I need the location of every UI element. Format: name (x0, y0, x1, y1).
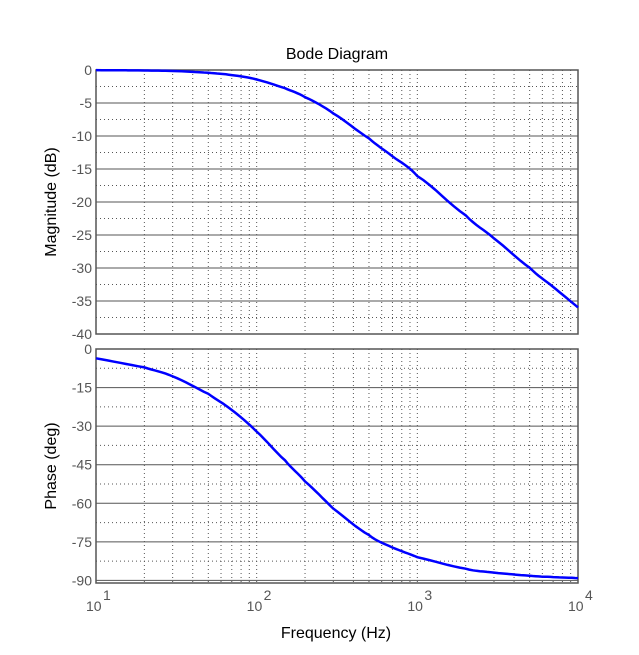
phase-y-label: Phase (deg) (43, 422, 60, 509)
y-tick-label: -60 (72, 495, 92, 511)
y-tick-label: 0 (84, 62, 92, 78)
x-tick-label: 10 (86, 598, 102, 614)
x-tick-label: 10 (247, 598, 263, 614)
x-tick-label: 10 (568, 598, 584, 614)
plot-frame (95, 69, 579, 335)
y-tick-label: -15 (72, 161, 92, 177)
y-tick-label: -90 (72, 572, 92, 588)
x-tick-exponent: 2 (264, 587, 272, 603)
x-tick-exponent: 1 (103, 587, 111, 603)
y-tick-label: -75 (72, 534, 92, 550)
y-tick-label: -30 (72, 418, 92, 434)
y-tick-label: -5 (80, 95, 93, 111)
plot-frame (95, 348, 579, 584)
y-tick-label: -25 (72, 227, 92, 243)
x-axis-label: Frequency (Hz) (281, 625, 391, 642)
x-tick-exponent: 3 (424, 587, 432, 603)
x-tick-label: 10 (407, 598, 423, 614)
magnitude-panel: 0 -5 -10 -15 -20 -25 -30 -35 -40 (72, 62, 579, 342)
chart-title: Bode Diagram (286, 46, 388, 63)
y-tick-label: -30 (72, 260, 92, 276)
y-tick-label: -15 (72, 380, 92, 396)
phase-panel: 0 -15 -30 -45 -60 -75 -90 (72, 341, 579, 588)
y-tick-label: 0 (84, 341, 92, 357)
y-tick-label: -10 (72, 128, 92, 144)
magnitude-y-label: Magnitude (dB) (43, 147, 60, 256)
y-tick-label: -35 (72, 293, 92, 309)
magnitude-curve (95, 68, 579, 309)
phase-curve (95, 357, 579, 580)
y-tick-label: -20 (72, 194, 92, 210)
y-tick-label: -40 (72, 326, 92, 342)
x-tick-exponent: 4 (585, 587, 593, 603)
y-tick-label: -45 (72, 457, 92, 473)
